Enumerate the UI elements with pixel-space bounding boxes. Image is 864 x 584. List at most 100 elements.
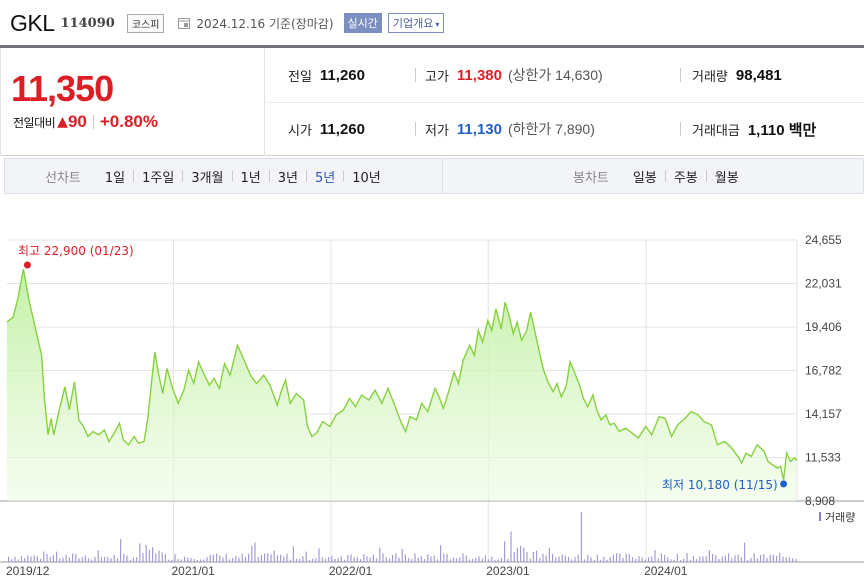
period-3y[interactable]: 3년 [277, 170, 298, 186]
volume-bar [513, 552, 515, 562]
volume-bar [411, 559, 413, 562]
x-tick-label: 2021/01 [171, 564, 215, 578]
volume-bar [747, 560, 749, 562]
volume-bar [484, 555, 486, 562]
volume-bar [635, 558, 637, 562]
high-marker [23, 261, 31, 269]
volume-bar [724, 555, 726, 562]
volume-bar [113, 554, 115, 562]
volume-bar [721, 556, 723, 562]
volume-bar [88, 558, 90, 562]
volume-bar [420, 556, 422, 562]
y-tick-label: 19,406 [805, 320, 842, 334]
volume-bar [107, 556, 109, 562]
volume-bar [772, 554, 774, 562]
volume-bar [427, 554, 429, 562]
volume-bar [376, 558, 378, 562]
volume-bar [280, 554, 282, 562]
volume-bar [680, 559, 682, 562]
price-area [7, 269, 797, 501]
volume-bar [446, 554, 448, 562]
realtime-button[interactable]: 실시간 [343, 13, 382, 33]
volume-bar [187, 557, 189, 562]
volume-bar [750, 557, 752, 562]
volume-bar [782, 556, 784, 562]
volume-bar [84, 555, 86, 562]
quote-panel: 11,350 전일대비 ▲ 90 +0.80% 전일 11,260 고가 11,… [0, 48, 864, 156]
volume-legend-marker [819, 512, 821, 521]
volume-bar [180, 559, 182, 562]
volume-bar [59, 558, 61, 562]
volume-bar [510, 531, 512, 562]
volume-bar [654, 550, 656, 562]
volume-bar [760, 555, 762, 562]
volume-bar [104, 556, 106, 562]
stock-header: GKL 114090 코스피 2024.12.16 기준(장마감) 실시간 기업… [0, 0, 864, 46]
volume-bar [94, 557, 96, 562]
volume-bar [424, 559, 426, 562]
volume-bar [561, 554, 563, 562]
price-chart[interactable]: 24,655 22,031 19,406 16,782 14,157 11,533 8,90… [0, 196, 864, 584]
volume-bar [449, 559, 451, 562]
volume-bars [8, 512, 797, 562]
period-10y[interactable]: 10년 [352, 170, 381, 186]
volume-bar [504, 541, 506, 562]
volume-bar [152, 547, 154, 562]
volume-bar [334, 558, 336, 562]
volume-bar [116, 558, 118, 562]
volume-bar [324, 558, 326, 562]
volume-bar [30, 556, 32, 562]
volume-bar [129, 559, 131, 562]
current-price: 11,350 [11, 68, 114, 109]
candle-chart-periods: 봉차트 일봉 주봉 월봉 [443, 167, 863, 186]
volume-bar [276, 555, 278, 562]
volume-bar [360, 559, 362, 562]
volume-bar [440, 545, 442, 562]
volume-bar [308, 559, 310, 562]
volume-bar [206, 557, 208, 562]
volume-bar [212, 554, 214, 562]
candle-daily[interactable]: 일봉 [632, 170, 657, 186]
volume-bar [177, 559, 179, 562]
volume-bar [625, 553, 627, 562]
volume-bar [433, 555, 435, 562]
company-overview-label: 기업개요 [392, 17, 434, 30]
company-overview-dropdown[interactable]: 기업개요 ▾ [387, 13, 445, 33]
period-1d[interactable]: 1일 [104, 170, 126, 186]
volume-bar [577, 554, 579, 562]
volume-bar [312, 558, 314, 562]
lower-limit: (하한가 7,890) [507, 121, 595, 137]
volume-bar [632, 557, 634, 562]
volume-bar [769, 554, 771, 562]
volume-bar [254, 542, 256, 562]
volume-bar [612, 554, 614, 562]
period-3m[interactable]: 3개월 [191, 170, 224, 186]
high-value: 11,380 [456, 66, 502, 84]
divider [680, 122, 681, 136]
volume-bar [62, 557, 64, 562]
volume-bar [241, 553, 243, 562]
volume-bar [251, 545, 253, 562]
candle-chart-title: 봉차트 [573, 170, 609, 186]
volume-bar [568, 556, 570, 562]
x-tick-label: 2023/01 [486, 564, 530, 578]
volume-bar [398, 557, 400, 562]
volume-bar [132, 557, 134, 562]
candle-monthly[interactable]: 월봉 [714, 170, 739, 186]
period-1y[interactable]: 1년 [240, 170, 261, 186]
volume-bar [459, 557, 461, 562]
period-1w[interactable]: 1주일 [142, 170, 175, 186]
calendar-icon [178, 18, 191, 29]
volume-bar [648, 557, 650, 562]
volume-bar [699, 556, 701, 562]
period-5y[interactable]: 5년 [315, 170, 336, 186]
volume-bar [395, 553, 397, 562]
volume-bar [465, 555, 467, 562]
divider [664, 170, 666, 182]
annotations: 거래량 최고 22,900 (01/23) 최저 10,180 (11/15) [18, 244, 855, 524]
volume-bar [779, 552, 781, 562]
volume-bar [696, 559, 698, 562]
stock-code: 114090 [60, 15, 115, 31]
volume-bar [142, 552, 144, 562]
candle-weekly[interactable]: 주봉 [673, 170, 698, 186]
